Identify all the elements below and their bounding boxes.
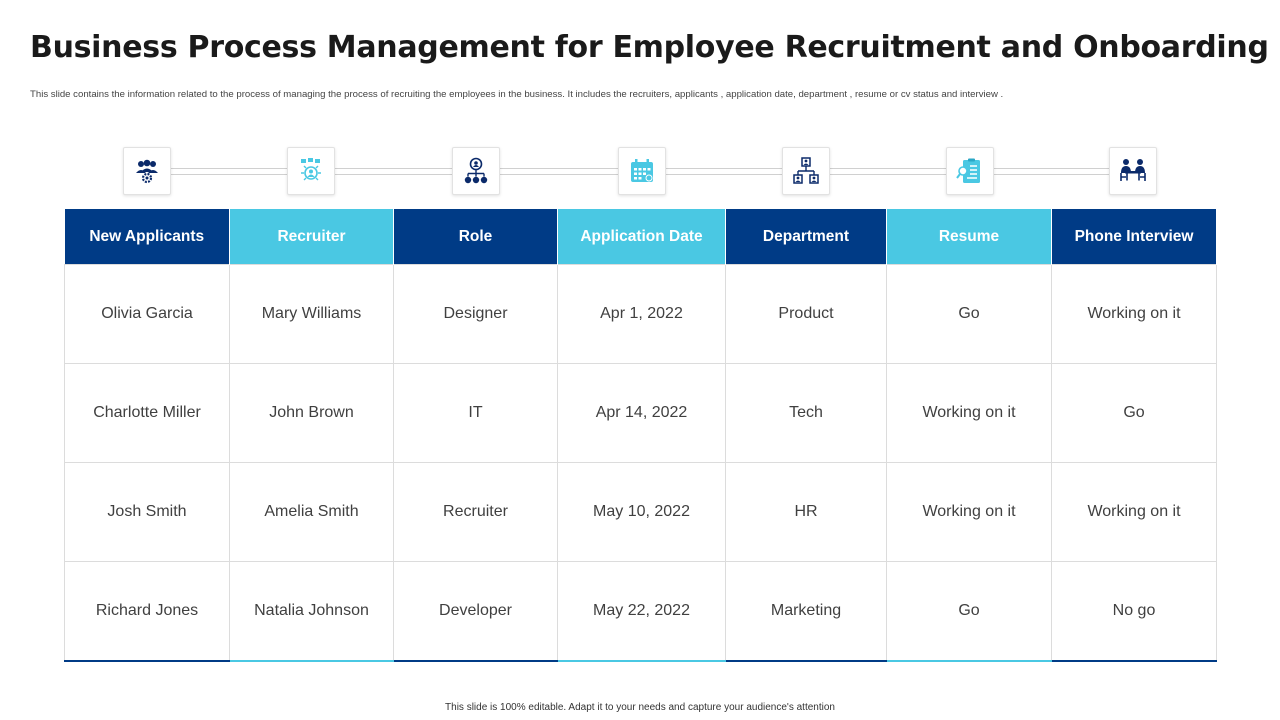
cell-applicant: Charlotte Miller [64, 363, 230, 463]
table-row: Josh Smith Amelia Smith Recruiter May 10… [64, 462, 1217, 562]
org-chart-icon [782, 147, 830, 195]
cell-applicant: Olivia Garcia [64, 264, 230, 364]
header-new-applicants: New Applicants [64, 209, 230, 265]
cell-resume: Go [886, 561, 1052, 662]
idea-people-icon [287, 147, 335, 195]
org-network-icon [452, 147, 500, 195]
table-header-row: New Applicants Recruiter Role Applicatio… [64, 209, 1217, 265]
cell-role: IT [393, 363, 558, 463]
cell-department: Tech [725, 363, 887, 463]
cell-role: Designer [393, 264, 558, 364]
header-application-date: Application Date [557, 209, 726, 265]
cell-recruiter: Natalia Johnson [229, 561, 394, 662]
cell-applicant: Richard Jones [64, 561, 230, 662]
page-title: Business Process Management for Employee… [30, 30, 1269, 65]
header-recruiter: Recruiter [229, 209, 394, 265]
team-settings-icon [123, 147, 171, 195]
page-subtitle: This slide contains the information rela… [30, 89, 1004, 100]
cell-application-date: May 22, 2022 [557, 561, 726, 662]
cell-phone-interview: Go [1051, 363, 1217, 463]
cell-applicant: Josh Smith [64, 462, 230, 562]
header-phone-interview: Phone Interview [1051, 209, 1217, 265]
cell-recruiter: John Brown [229, 363, 394, 463]
cell-phone-interview: Working on it [1051, 462, 1217, 562]
cell-resume: Go [886, 264, 1052, 364]
table-row: Richard Jones Natalia Johnson Developer … [64, 561, 1217, 662]
recruitment-table: New Applicants Recruiter Role Applicatio… [64, 209, 1217, 662]
cell-department: HR [725, 462, 887, 562]
cell-recruiter: Mary Williams [229, 264, 394, 364]
cell-resume: Working on it [886, 462, 1052, 562]
cell-role: Developer [393, 561, 558, 662]
cell-phone-interview: Working on it [1051, 264, 1217, 364]
cell-recruiter: Amelia Smith [229, 462, 394, 562]
cell-department: Product [725, 264, 887, 364]
calendar-icon [618, 147, 666, 195]
cell-phone-interview: No go [1051, 561, 1217, 662]
cell-application-date: Apr 14, 2022 [557, 363, 726, 463]
cell-department: Marketing [725, 561, 887, 662]
table-row: Olivia Garcia Mary Williams Designer Apr… [64, 264, 1217, 364]
header-department: Department [725, 209, 887, 265]
resume-icon [946, 147, 994, 195]
table-row: Charlotte Miller John Brown IT Apr 14, 2… [64, 363, 1217, 463]
cell-role: Recruiter [393, 462, 558, 562]
cell-application-date: May 10, 2022 [557, 462, 726, 562]
header-resume: Resume [886, 209, 1052, 265]
cell-application-date: Apr 1, 2022 [557, 264, 726, 364]
cell-resume: Working on it [886, 363, 1052, 463]
interview-icon [1109, 147, 1157, 195]
header-role: Role [393, 209, 558, 265]
footer-note: This slide is 100% editable. Adapt it to… [445, 702, 835, 713]
